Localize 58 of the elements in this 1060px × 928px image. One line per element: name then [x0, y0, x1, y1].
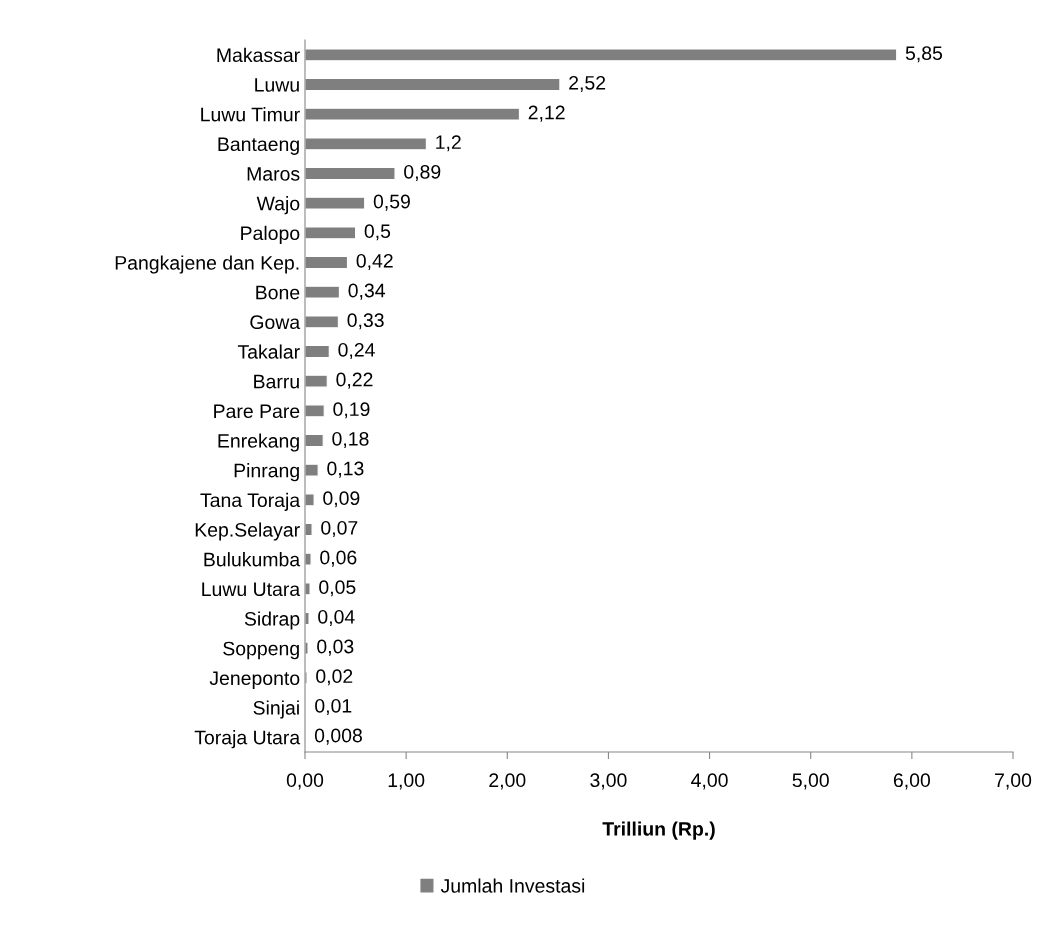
data-label: 0,13: [327, 461, 364, 478]
y-tick-label: Jeneponto: [209, 671, 300, 689]
y-tick-label: Luwu Timur: [201, 107, 300, 122]
data-label: 0,89: [404, 164, 441, 182]
data-label: 0,34: [348, 283, 385, 300]
x-tick-label: 3,00: [590, 773, 627, 790]
y-tick-label: Pinrang: [234, 463, 299, 482]
x-tick-label: 6,00: [893, 773, 931, 790]
y-tick-label: Sinjai: [253, 700, 299, 719]
x-tick-label: 4,00: [691, 773, 728, 790]
y-tick-label: Kep.Selayar: [195, 522, 300, 541]
data-label: 0,33: [347, 313, 384, 330]
x-tick-label: 0,00: [286, 773, 324, 790]
y-tick-label: Takalar: [237, 344, 300, 359]
y-tick-label: Pangkajene dan Kep.: [115, 255, 299, 274]
data-label: 0,09: [323, 491, 360, 508]
y-tick-label: Luwu: [255, 78, 299, 92]
y-tick-label: Bulukumba: [204, 552, 301, 567]
y-tick-label: Tana Toraja: [200, 492, 301, 511]
data-label: 1,2: [436, 135, 461, 152]
data-label: 2,12: [528, 105, 565, 122]
data-label: 0,008: [314, 728, 362, 745]
data-label: 0,06: [320, 550, 357, 567]
y-tick-label: Soppeng: [223, 641, 299, 660]
y-tick-label: Gowa: [250, 315, 301, 330]
y-tick-label: Bantaeng: [218, 137, 299, 155]
y-tick-label: Enrekang: [218, 433, 299, 452]
y-tick-label: Sidrap: [244, 611, 300, 630]
data-label: 0,22: [336, 372, 373, 389]
data-label: 0,5: [364, 224, 391, 241]
x-tick-label: 7,00: [995, 773, 1032, 790]
data-label: 0,02: [316, 669, 353, 686]
y-tick-label: Bone: [256, 285, 300, 300]
x-axis-title: Trilliun (Rp.): [602, 821, 715, 840]
data-label: 5,85: [905, 46, 943, 63]
data-label: 2,52: [569, 75, 606, 93]
y-tick-label: Toraja Utara: [194, 730, 301, 749]
y-tick-label: Wajo: [256, 196, 300, 215]
data-label: 0,01: [315, 698, 352, 716]
x-tick-label: 1,00: [388, 773, 425, 790]
data-label: 0,24: [338, 342, 375, 360]
y-tick-label: Luwu Utara: [202, 582, 301, 597]
y-tick-label: Palopo: [241, 225, 300, 244]
data-label: 0,05: [319, 580, 356, 597]
x-tick-label: 2,00: [489, 773, 526, 790]
data-label: 0,18: [332, 431, 369, 449]
data-label: 0,42: [356, 253, 393, 271]
data-label: 0,07: [321, 520, 358, 538]
x-tick-label: 5,00: [792, 773, 829, 790]
y-tick-label: Barru: [254, 374, 299, 389]
data-label: 0,19: [333, 402, 370, 419]
y-tick-label: Makassar: [217, 47, 300, 63]
data-label: 0,04: [318, 609, 355, 627]
data-label: 0,03: [317, 639, 354, 656]
y-tick-label: Maros: [247, 167, 300, 181]
y-tick-label: Pare Pare: [214, 404, 300, 419]
legend-label: Jumlah Investasi: [440, 878, 585, 893]
data-label: 0,59: [373, 194, 410, 211]
